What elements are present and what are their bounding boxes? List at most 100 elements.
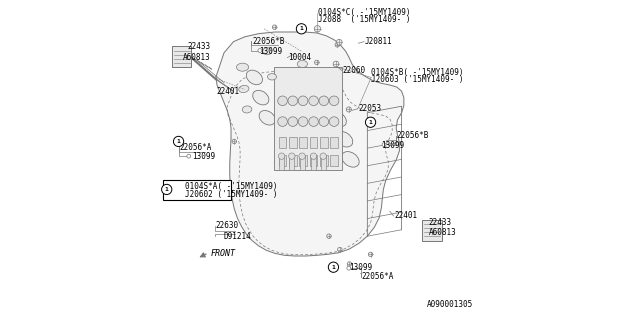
Text: 13099: 13099 [349, 263, 372, 272]
Circle shape [308, 96, 319, 106]
Text: 22060: 22060 [342, 66, 365, 75]
Circle shape [327, 234, 332, 238]
Circle shape [335, 43, 340, 47]
Circle shape [338, 247, 342, 252]
Polygon shape [216, 32, 404, 256]
Bar [320, 137, 328, 148]
Text: 1: 1 [300, 26, 303, 31]
Circle shape [365, 117, 376, 127]
Circle shape [288, 117, 298, 126]
Circle shape [258, 49, 262, 52]
Bar [321, 156, 326, 170]
Text: J20811: J20811 [365, 37, 392, 46]
Text: 13099: 13099 [192, 152, 215, 161]
FancyBboxPatch shape [163, 180, 231, 200]
Bar [422, 220, 442, 241]
Bar [330, 137, 338, 148]
Text: 10004: 10004 [288, 53, 311, 62]
Text: 22433: 22433 [187, 42, 211, 51]
Text: 1: 1 [369, 120, 372, 125]
Circle shape [278, 117, 287, 126]
Circle shape [288, 96, 298, 106]
Bar [320, 155, 328, 166]
Text: 22053: 22053 [358, 104, 381, 113]
Text: 22401: 22401 [216, 87, 239, 96]
Ellipse shape [329, 111, 346, 127]
Circle shape [368, 252, 372, 257]
Circle shape [310, 153, 317, 159]
Ellipse shape [268, 74, 276, 80]
Circle shape [320, 153, 326, 159]
Circle shape [314, 26, 321, 32]
Text: 13099: 13099 [259, 47, 282, 56]
Circle shape [296, 24, 307, 34]
Circle shape [173, 136, 184, 147]
Text: J2088  ('15MY1409- ): J2088 ('15MY1409- ) [319, 15, 411, 24]
Ellipse shape [239, 85, 249, 92]
Ellipse shape [259, 110, 275, 125]
Ellipse shape [253, 90, 269, 105]
Circle shape [278, 96, 287, 106]
Bar [279, 156, 284, 170]
Bar [300, 137, 307, 148]
Circle shape [330, 96, 339, 106]
Bar [279, 155, 287, 166]
Bar [274, 67, 342, 170]
Bar [310, 137, 317, 148]
Text: A60813: A60813 [429, 228, 456, 237]
Text: 22056*B: 22056*B [397, 132, 429, 140]
Circle shape [298, 117, 308, 126]
Bar [289, 156, 294, 170]
Text: 22056*A: 22056*A [362, 272, 394, 281]
Ellipse shape [297, 60, 307, 68]
Circle shape [232, 139, 237, 144]
Text: 22056*B: 22056*B [253, 37, 285, 46]
Text: A60813: A60813 [183, 53, 211, 62]
Ellipse shape [335, 132, 353, 147]
Circle shape [330, 117, 339, 126]
Bar [311, 156, 316, 170]
Bar [289, 137, 297, 148]
Text: 1: 1 [332, 265, 335, 270]
Circle shape [300, 28, 305, 32]
Bar [279, 137, 287, 148]
Bar [289, 155, 297, 166]
Text: D91214: D91214 [224, 232, 252, 241]
Text: 0104S*C( -'15MY1409): 0104S*C( -'15MY1409) [319, 8, 411, 17]
Text: 13099: 13099 [381, 141, 404, 150]
Text: FRONT: FRONT [211, 249, 236, 258]
Circle shape [333, 61, 339, 67]
Bar [300, 155, 307, 166]
Circle shape [298, 96, 308, 106]
Circle shape [308, 117, 319, 126]
Circle shape [347, 262, 352, 266]
Text: J20603 ('15MY1409- ): J20603 ('15MY1409- ) [371, 75, 464, 84]
Circle shape [337, 39, 342, 45]
Text: 22630: 22630 [215, 221, 238, 230]
Circle shape [328, 262, 339, 272]
Text: 22056*A: 22056*A [179, 143, 212, 152]
Text: 22433: 22433 [429, 218, 452, 227]
Circle shape [319, 96, 329, 106]
Circle shape [314, 60, 319, 65]
Ellipse shape [243, 106, 252, 113]
Text: A090001305: A090001305 [428, 300, 474, 309]
Bar [310, 155, 317, 166]
Text: 0104S*B( -'15MY1409): 0104S*B( -'15MY1409) [371, 68, 464, 76]
Circle shape [319, 117, 329, 126]
Text: 22401: 22401 [394, 212, 417, 220]
Text: 1: 1 [165, 187, 168, 192]
Ellipse shape [237, 63, 249, 71]
Text: J20602 ('15MY1409- ): J20602 ('15MY1409- ) [185, 190, 278, 199]
Circle shape [161, 184, 172, 195]
Text: 1: 1 [177, 139, 180, 144]
Ellipse shape [262, 48, 272, 55]
Circle shape [382, 143, 386, 147]
Circle shape [289, 153, 295, 159]
Bar [300, 156, 305, 170]
Circle shape [272, 25, 277, 29]
Circle shape [278, 153, 285, 159]
Bar [172, 46, 191, 67]
Circle shape [346, 107, 351, 112]
Circle shape [347, 266, 351, 270]
